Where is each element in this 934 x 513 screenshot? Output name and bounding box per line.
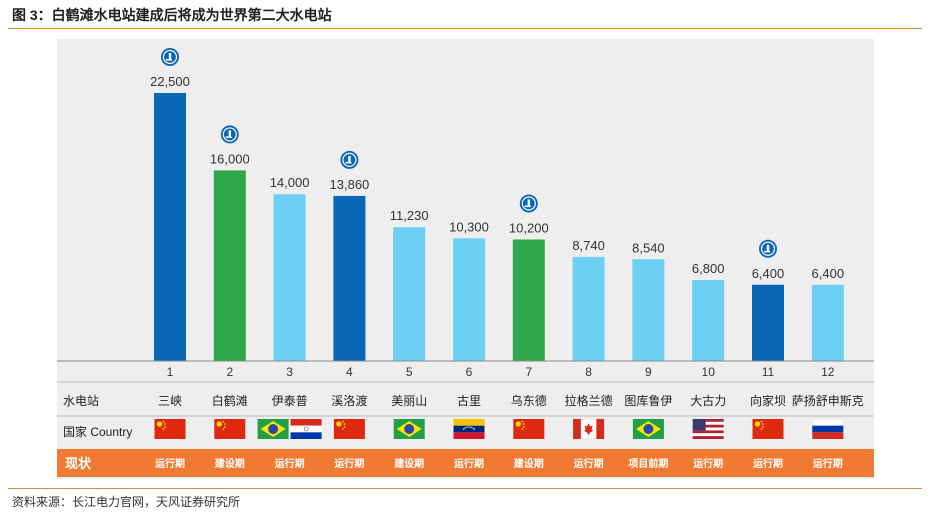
bar-4: [333, 195, 366, 361]
bar-11: [752, 284, 784, 361]
x-tick-label: 11: [762, 365, 775, 379]
country-flag-row: [154, 418, 844, 440]
paraguay-flag-icon: [290, 419, 322, 439]
bar-value-label: 6,400: [752, 266, 785, 281]
bar-5: [393, 227, 426, 361]
station-name: 古里: [457, 393, 481, 408]
figure-title: 图 3：白鹤滩水电站建成后将成为世界第二大水电站: [12, 7, 332, 23]
bar-12: [811, 284, 844, 361]
company-logo-icon: [759, 239, 777, 258]
station-name: 图库鲁伊: [624, 393, 672, 408]
bottom-divider: [8, 488, 922, 489]
bar-value-label: 8,740: [572, 238, 605, 253]
china-flag-icon: [752, 419, 784, 439]
company-logo-icon: [519, 194, 538, 213]
company-logo-icon: [340, 150, 359, 169]
bar-10: [692, 280, 725, 361]
station-name: 伊泰普: [272, 394, 308, 408]
station-name: 向家坝: [750, 393, 786, 408]
station-name: 白鹤滩: [212, 393, 248, 408]
x-tick-label: 8: [585, 365, 592, 379]
bar-value-label: 14,000: [270, 175, 310, 190]
station-name: 大古力: [690, 393, 726, 408]
bar-7: [512, 239, 545, 361]
station-name: 乌东德: [511, 393, 547, 408]
bar-value-label: 6,800: [692, 261, 725, 276]
bar-chart: 22,500 16,000 14,000 13,860 11,230 10,300 10,2…: [57, 48, 874, 477]
x-tick-labels: 1 2 3 4 5 6 7 8 9 10 11 12: [167, 365, 835, 379]
station-name: 溪洛渡: [331, 393, 367, 408]
x-tick-label: 7: [525, 365, 532, 379]
bar-value-label: 10,200: [509, 221, 549, 236]
status-label: 项目前期: [628, 457, 668, 470]
brazil-flag-icon: [632, 419, 664, 439]
station-name: 三峡: [158, 394, 182, 408]
bar-3: [273, 194, 306, 361]
x-tick-label: 2: [226, 365, 233, 379]
country-row-header: 国家 Country: [63, 424, 132, 439]
status-label: 建设期: [393, 457, 424, 470]
russia-flag-icon: [812, 418, 844, 439]
bar-value-label: 11,230: [390, 208, 429, 223]
x-tick-label: 3: [286, 365, 293, 379]
status-row-background: [57, 449, 874, 477]
bar-value-label: 22,500: [150, 74, 190, 89]
station-name: 拉格兰德: [565, 393, 613, 408]
bar-6: [453, 238, 485, 361]
x-tick-label: 10: [702, 365, 716, 379]
chart-panel: 22,500 16,000 14,000 13,860 11,230 10,300 10,2…: [57, 39, 874, 479]
status-label: 运行期: [275, 457, 305, 470]
status-label: 运行期: [813, 457, 843, 470]
company-logo-icon: [161, 48, 179, 66]
x-tick-label: 9: [645, 365, 652, 379]
bar-value-label: 16,000: [210, 151, 250, 166]
status-label: 运行期: [334, 457, 364, 470]
status-row-header: 现状: [65, 456, 92, 471]
x-tick-label: 5: [406, 365, 413, 379]
bar-8: [572, 256, 605, 361]
bar-value-label: 13,860: [330, 177, 370, 192]
bar-value-label: 8,540: [632, 240, 665, 255]
bar-1: [154, 93, 186, 361]
status-label: 建设期: [214, 457, 245, 470]
bars-layer: 22,500 16,000 14,000 13,860 11,230 10,300 10,2…: [150, 48, 844, 361]
venezuela-flag-icon: [453, 419, 485, 439]
bar-value-label: 10,300: [449, 219, 489, 234]
station-name: 美丽山: [391, 394, 427, 408]
bar-9: [632, 259, 665, 361]
china-flag-icon: [154, 419, 186, 439]
x-tick-label: 6: [466, 365, 473, 379]
station-name-row: 三峡 白鹤滩 伊泰普 溪洛渡 美丽山 古里 乌东德 拉格兰德 图库鲁伊 大古力 向家坝 萨扬舒申斯克: [158, 393, 864, 408]
usa-flag-icon: [692, 419, 724, 439]
china-flag-icon: [513, 419, 545, 439]
source-note: 资料来源：长江电力官网，天风证券研究所: [12, 495, 241, 509]
station-name: 萨扬舒申斯克: [792, 393, 864, 408]
status-label: 运行期: [693, 457, 723, 470]
bar-value-label: 6,400: [812, 266, 845, 281]
x-tick-label: 1: [167, 365, 174, 379]
status-label: 运行期: [753, 457, 783, 470]
status-row: 运行期 建设期 运行期 运行期 建设期 运行期 建设期 运行期 项目前期 运行期 运行期 运行期: [155, 457, 843, 470]
status-label: 运行期: [155, 457, 185, 470]
status-label: 运行期: [454, 457, 484, 470]
canada-flag-icon: [572, 418, 605, 440]
company-logo-icon: [220, 125, 239, 144]
x-tick-label: 12: [821, 365, 835, 379]
top-divider: [8, 28, 922, 29]
brazil-flag-icon: [257, 419, 289, 439]
x-tick-label: 4: [346, 365, 353, 379]
china-flag-icon: [214, 419, 246, 439]
status-label: 建设期: [513, 457, 544, 470]
bar-2: [213, 170, 246, 361]
status-label: 运行期: [574, 457, 604, 470]
brazil-flag-icon: [393, 419, 425, 439]
china-flag-icon: [333, 419, 365, 439]
station-row-header: 水电站: [63, 394, 99, 408]
